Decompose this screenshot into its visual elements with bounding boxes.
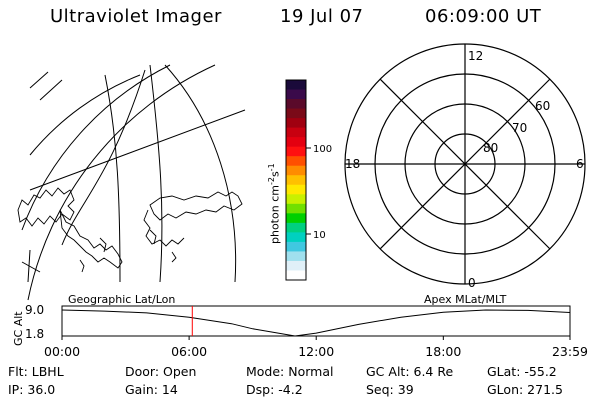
altitude-chart: 9.0 1.8 00:00 06:00 12:00 18:00 23:59: [25, 303, 588, 359]
colorbar-cell: [286, 184, 306, 195]
mlt-label-6: 6: [576, 157, 584, 171]
colorbar-cell: [286, 203, 306, 214]
ip-status: IP: 36.0: [8, 382, 56, 397]
colorbar-cell: [286, 146, 306, 157]
colorbar-cell: [286, 270, 306, 281]
mlt-label-18: 18: [345, 157, 360, 171]
xtick-label: 18:00: [425, 344, 461, 359]
colorbar-cell: [286, 156, 306, 167]
xtick-label: 00:00: [44, 344, 80, 359]
mlt-label-12: 12: [468, 49, 483, 63]
colorbar-cell: [286, 108, 306, 119]
xtick-label: 12:00: [298, 344, 334, 359]
xtick-label: 06:00: [171, 344, 207, 359]
glat-status: GLat: -55.2: [487, 364, 557, 379]
colorbar-cell: [286, 251, 306, 262]
ytick-bottom: 1.8: [25, 327, 44, 341]
geographic-label: Geographic Lat/Lon: [68, 293, 176, 306]
date-label: 19 Jul 07: [280, 6, 364, 27]
colorbar-tick-100: 100: [313, 144, 332, 155]
xtick-label: 23:59: [552, 344, 588, 359]
time-label: 06:09:00 UT: [425, 6, 542, 27]
dsp-status: Dsp: -4.2: [246, 382, 303, 397]
door-status: Door: Open: [125, 364, 197, 379]
colorbar-cell: [286, 222, 306, 233]
filter-status: Flt: LBHL: [8, 364, 64, 379]
colorbar-cell: [286, 213, 306, 224]
colorbar-cell: [286, 241, 306, 252]
polar-plot: 12 18 6 0 60 70 80: [344, 43, 586, 290]
colorbar-cell: [286, 232, 306, 243]
mlt-label-0: 0: [468, 276, 476, 290]
ytick-top: 9.0: [25, 303, 44, 317]
seq-status: Seq: 39: [366, 382, 414, 397]
mlat-label-60: 60: [535, 99, 550, 113]
colorbar-tick-10: 10: [313, 230, 326, 241]
instrument-title: Ultraviolet Imager: [50, 6, 222, 27]
colorbar-cell: [286, 260, 306, 271]
colorbar-frame: [285, 79, 307, 281]
colorbar-cell: [286, 165, 306, 176]
colorbar-cell: [286, 89, 306, 100]
apex-label: Apex MLat/MLT: [424, 293, 507, 306]
coastlines: [17, 187, 243, 273]
glon-status: GLon: 271.5: [487, 382, 563, 397]
colorbar-cell: [286, 118, 306, 129]
altitude-axis-label: GC Alt: [12, 311, 25, 346]
map-grid: [21, 64, 246, 301]
colorbar-cell: [286, 80, 306, 91]
gc-alt-status: GC Alt: 6.4 Re: [366, 364, 454, 379]
colorbar-unit-label: photon cm-2s-1: [267, 163, 282, 244]
mode-status: Mode: Normal: [246, 364, 334, 379]
gain-status: Gain: 14: [125, 382, 178, 397]
colorbar-cell: [286, 137, 306, 148]
altitude-series-line: [61, 309, 571, 337]
colorbar-cell: [286, 194, 306, 205]
mlat-label-80: 80: [483, 141, 498, 155]
colorbar-cell: [286, 99, 306, 110]
mlat-label-70: 70: [512, 121, 527, 135]
colorbar: 100 10: [285, 79, 332, 281]
colorbar-cell: [286, 127, 306, 138]
colorbar-cell: [286, 175, 306, 186]
